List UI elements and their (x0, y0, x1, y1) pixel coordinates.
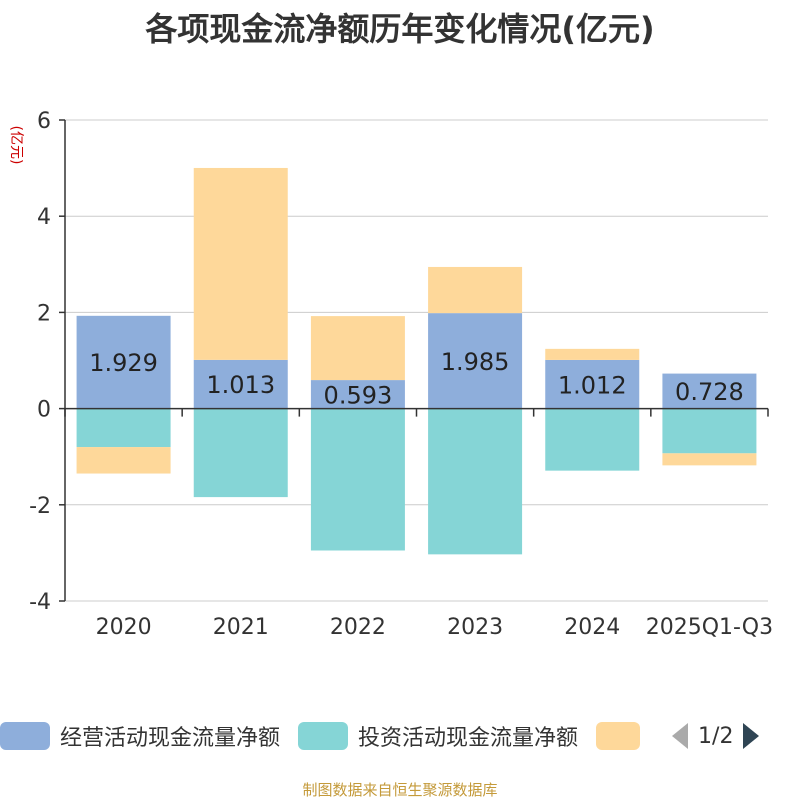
x-tick-label: 2023 (447, 615, 503, 640)
y-axis-label: (亿元) (8, 126, 24, 165)
legend-swatch-third (596, 722, 641, 750)
chart-title: 各项现金流净额历年变化情况(亿元) (145, 10, 655, 48)
x-tick-label: 2021 (213, 615, 269, 640)
bar-third[interactable] (193, 167, 288, 360)
data-label: 1.985 (441, 348, 510, 376)
x-tick-label: 2020 (96, 615, 152, 640)
legend-label-operating: 经营活动现金流量净额 (60, 726, 281, 751)
data-label: 1.012 (558, 371, 627, 399)
bar-operating[interactable] (310, 380, 405, 409)
bar-investing[interactable] (310, 408, 405, 551)
y-tick-label: 6 (37, 109, 51, 134)
legend-item-operating[interactable]: 经营活动现金流量净额 (0, 720, 280, 752)
x-tick-label: 2025Q1-Q3 (646, 615, 773, 640)
bar-investing[interactable] (428, 408, 523, 555)
bar-third[interactable] (428, 266, 523, 314)
legend-prev-icon[interactable] (672, 723, 689, 749)
bar-third[interactable] (662, 453, 757, 466)
bar-investing[interactable] (76, 408, 171, 448)
bar-investing[interactable] (662, 408, 757, 454)
bar-operating[interactable] (193, 359, 288, 409)
bar-third[interactable] (545, 348, 640, 360)
legend-item-third[interactable] (596, 722, 650, 750)
y-tick-label: 0 (37, 398, 51, 423)
bar-operating[interactable] (428, 313, 523, 409)
bar-investing[interactable] (545, 408, 640, 471)
legend-next-icon[interactable] (743, 723, 760, 749)
data-label: 0.593 (324, 381, 393, 409)
bar-operating[interactable] (662, 373, 757, 409)
bar-third[interactable] (310, 316, 405, 381)
bar-third[interactable] (76, 447, 171, 474)
legend-pager: 1/2 (672, 723, 760, 749)
bar-operating[interactable] (545, 359, 640, 409)
legend-label-investing: 投资活动现金流量净额 (358, 726, 579, 751)
data-label: 1.013 (206, 371, 275, 399)
y-tick-label: 2 (37, 301, 51, 326)
y-tick-label: -4 (29, 590, 51, 615)
bar-operating[interactable] (76, 315, 171, 409)
source-note: 制图数据来自恒生聚源数据库 (302, 781, 498, 799)
cashflow-chart: 6 4 2 0 -2 -4 (亿元) 1.929 2020 1.013 2021 0.593 2022 1… (8, 109, 773, 640)
data-label: 0.728 (675, 378, 744, 406)
x-tick-label: 2022 (330, 615, 386, 640)
legend-page-indicator: 1/2 (698, 723, 734, 749)
legend-swatch-operating (0, 722, 50, 750)
legend: 经营活动现金流量净额 投资活动现金流量净额 1/2 (0, 716, 800, 756)
legend-item-investing[interactable]: 投资活动现金流量净额 (298, 720, 578, 752)
y-tick-label: -2 (29, 494, 51, 519)
y-tick-label: 4 (37, 205, 51, 230)
x-tick-label: 2024 (564, 615, 620, 640)
legend-swatch-investing (298, 722, 349, 750)
data-label: 1.929 (89, 349, 158, 377)
bar-investing[interactable] (193, 408, 288, 498)
